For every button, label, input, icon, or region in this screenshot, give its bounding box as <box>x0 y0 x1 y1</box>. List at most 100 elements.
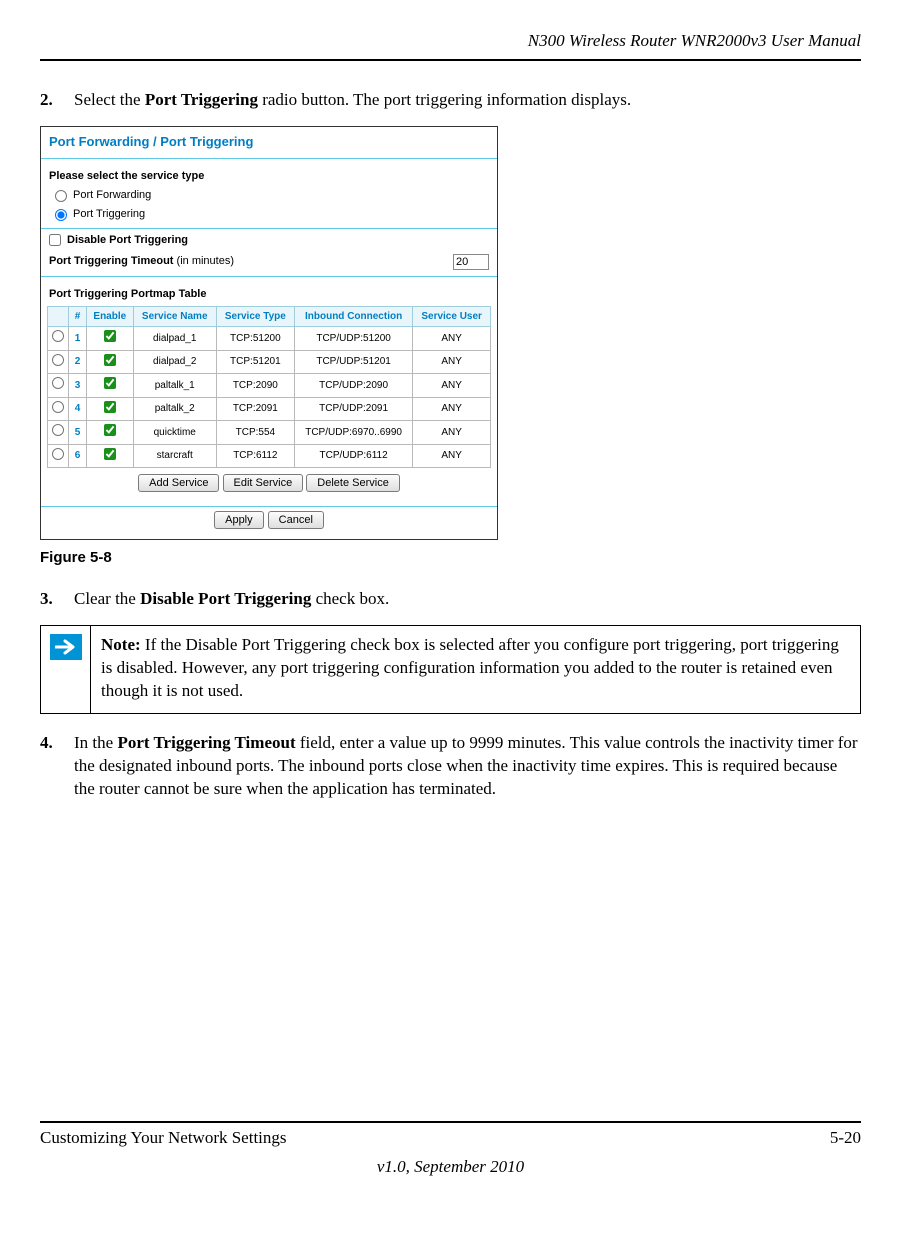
row-enable-cell <box>87 327 134 351</box>
step-3: 3. Clear the Disable Port Triggering che… <box>40 588 861 611</box>
row-select-radio[interactable] <box>52 448 64 460</box>
row-num: 2 <box>69 350 87 374</box>
disable-triggering-label: Disable Port Triggering <box>67 233 188 248</box>
row-service-type: TCP:6112 <box>216 444 294 468</box>
col-inbound: Inbound Connection <box>294 306 412 327</box>
row-select-radio[interactable] <box>52 377 64 389</box>
row-enable-checkbox[interactable] <box>104 354 116 366</box>
row-select-radio[interactable] <box>52 424 64 436</box>
radio-port-triggering[interactable] <box>55 209 67 221</box>
step-2-post: radio button. The port triggering inform… <box>258 90 631 109</box>
col-service-type: Service Type <box>216 306 294 327</box>
row-enable-checkbox[interactable] <box>104 424 116 436</box>
ui-divider <box>41 276 497 277</box>
row-service-user: ANY <box>413 397 491 421</box>
edit-service-button[interactable]: Edit Service <box>223 474 304 492</box>
row-num: 1 <box>69 327 87 351</box>
row-num: 3 <box>69 374 87 398</box>
apply-cancel-row: Apply Cancel <box>41 509 497 539</box>
radio-port-forwarding[interactable] <box>55 190 67 202</box>
step-4-number: 4. <box>40 732 74 801</box>
ui-divider <box>41 158 497 159</box>
step-3-pre: Clear the <box>74 589 140 608</box>
row-select-cell <box>48 421 69 445</box>
row-enable-checkbox[interactable] <box>104 377 116 389</box>
col-service-name: Service Name <box>133 306 216 327</box>
row-enable-cell <box>87 350 134 374</box>
row-enable-cell <box>87 421 134 445</box>
table-row: 2dialpad_2TCP:51201TCP/UDP:51201ANY <box>48 350 491 374</box>
col-service-user: Service User <box>413 306 491 327</box>
step-3-number: 3. <box>40 588 74 611</box>
step-2-bold: Port Triggering <box>145 90 258 109</box>
row-service-type: TCP:2091 <box>216 397 294 421</box>
footer-center: v1.0, September 2010 <box>40 1150 861 1179</box>
radio-port-forwarding-label: Port Forwarding <box>73 188 151 203</box>
arrow-right-icon <box>50 634 82 660</box>
row-inbound: TCP/UDP:51201 <box>294 350 412 374</box>
footer-left: Customizing Your Network Settings <box>40 1127 287 1150</box>
table-header-row: # Enable Service Name Service Type Inbou… <box>48 306 491 327</box>
service-type-label: Please select the service type <box>41 161 497 186</box>
figure-caption: Figure 5-8 <box>40 548 861 568</box>
router-ui-panel: Port Forwarding / Port Triggering Please… <box>40 126 498 540</box>
row-service-type: TCP:51201 <box>216 350 294 374</box>
radio-port-triggering-row: Port Triggering <box>41 205 497 224</box>
row-inbound: TCP/UDP:2091 <box>294 397 412 421</box>
row-select-radio[interactable] <box>52 401 64 413</box>
note-body: If the Disable Port Triggering check box… <box>101 635 839 700</box>
row-service-name: quicktime <box>133 421 216 445</box>
step-4-bold: Port Triggering Timeout <box>117 733 295 752</box>
step-2-number: 2. <box>40 89 74 112</box>
col-enable: Enable <box>87 306 134 327</box>
note-box: Note: If the Disable Port Triggering che… <box>40 625 861 714</box>
radio-port-triggering-label: Port Triggering <box>73 207 145 222</box>
row-num: 6 <box>69 444 87 468</box>
service-button-row: Add Service Edit Service Delete Service <box>47 468 491 494</box>
step-4: 4. In the Port Triggering Timeout field,… <box>40 732 861 801</box>
row-enable-checkbox[interactable] <box>104 330 116 342</box>
table-row: 4paltalk_2TCP:2091TCP/UDP:2091ANY <box>48 397 491 421</box>
note-text: Note: If the Disable Port Triggering che… <box>91 626 860 713</box>
row-service-name: paltalk_1 <box>133 374 216 398</box>
radio-port-forwarding-row: Port Forwarding <box>41 186 497 205</box>
row-select-cell <box>48 444 69 468</box>
row-service-name: paltalk_2 <box>133 397 216 421</box>
row-service-name: dialpad_1 <box>133 327 216 351</box>
step-3-text: Clear the Disable Port Triggering check … <box>74 588 861 611</box>
disable-triggering-checkbox[interactable] <box>49 234 61 246</box>
figure-5-8: Port Forwarding / Port Triggering Please… <box>40 126 861 540</box>
timeout-row: Port Triggering Timeout (in minutes) <box>41 250 497 272</box>
ui-panel-title: Port Forwarding / Port Triggering <box>41 127 497 155</box>
table-row: 5quicktimeTCP:554TCP/UDP:6970..6990ANY <box>48 421 491 445</box>
col-num: # <box>69 306 87 327</box>
row-inbound: TCP/UDP:6970..6990 <box>294 421 412 445</box>
row-inbound: TCP/UDP:2090 <box>294 374 412 398</box>
ui-divider <box>41 228 497 229</box>
row-service-user: ANY <box>413 327 491 351</box>
timeout-label: Port Triggering Timeout <box>49 255 173 267</box>
row-service-type: TCP:2090 <box>216 374 294 398</box>
delete-service-button[interactable]: Delete Service <box>306 474 400 492</box>
row-num: 5 <box>69 421 87 445</box>
cancel-button[interactable]: Cancel <box>268 511 324 529</box>
row-service-name: dialpad_2 <box>133 350 216 374</box>
add-service-button[interactable]: Add Service <box>138 474 219 492</box>
row-enable-checkbox[interactable] <box>104 401 116 413</box>
step-3-bold: Disable Port Triggering <box>140 589 311 608</box>
apply-button[interactable]: Apply <box>214 511 264 529</box>
footer-right: 5-20 <box>830 1127 861 1150</box>
row-select-radio[interactable] <box>52 354 64 366</box>
note-label: Note: <box>101 635 141 654</box>
timeout-input[interactable] <box>453 254 489 270</box>
row-select-radio[interactable] <box>52 330 64 342</box>
disable-triggering-row: Disable Port Triggering <box>41 231 497 250</box>
row-select-cell <box>48 397 69 421</box>
row-service-user: ANY <box>413 444 491 468</box>
step-3-post: check box. <box>311 589 389 608</box>
row-enable-checkbox[interactable] <box>104 448 116 460</box>
row-enable-cell <box>87 374 134 398</box>
row-enable-cell <box>87 397 134 421</box>
portmap-table-wrap: # Enable Service Name Service Type Inbou… <box>41 304 497 503</box>
note-icon-cell <box>41 626 91 713</box>
